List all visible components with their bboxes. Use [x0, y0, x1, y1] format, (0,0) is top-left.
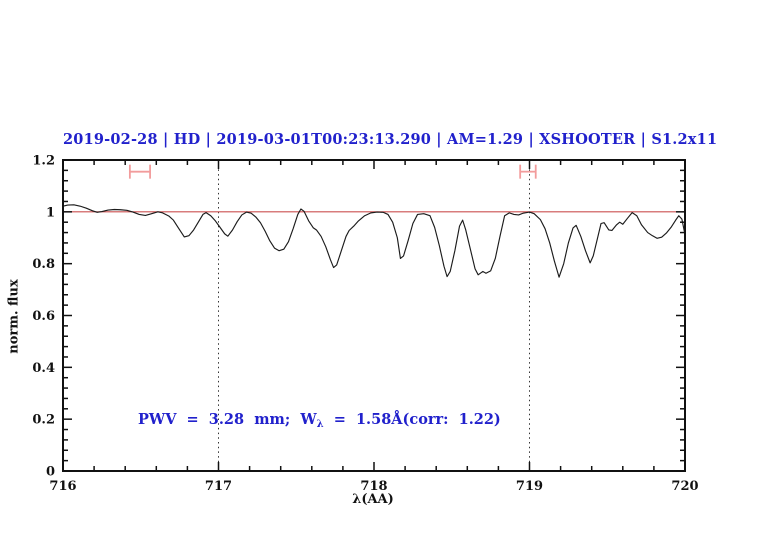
plot-title: 2019-02-28 | HD | 2019-03-01T00:23:13.29… — [63, 131, 718, 148]
x-tick-label-716: 716 — [49, 479, 76, 494]
x-axis-label: λ(AA) — [352, 492, 394, 507]
pwv-annotation-part2: = 1.58Å(corr: 1.22) — [323, 411, 501, 428]
y-tick-label-0.4: 0.4 — [32, 361, 55, 376]
x-tick-label-718: 718 — [360, 479, 387, 494]
range-marker-1 — [128, 164, 151, 179]
spectrum-polyline — [62, 204, 686, 278]
y-tick-label-0: 0 — [46, 465, 55, 480]
y-axis-label: norm. flux — [6, 279, 22, 354]
pwv-annotation-part1: PWV = 3.28 mm; W — [138, 411, 317, 428]
x-tick-label-719: 719 — [516, 479, 543, 494]
y-tick-label-1.2: 1.2 — [32, 154, 55, 169]
band-range-markers — [128, 164, 537, 179]
pwv-annotation-lambda-subscript: λ — [316, 419, 324, 430]
axis-tick-labels: 716 717 718 719 720 0 0.2 0.4 0.6 0.8 1 1.2 — [32, 154, 698, 495]
spectrum-curve — [62, 204, 686, 278]
y-tick-label-0.6: 0.6 — [32, 309, 55, 324]
range-marker-2 — [519, 164, 537, 179]
y-tick-label-0.2: 0.2 — [32, 413, 55, 428]
x-tick-label-717: 717 — [205, 479, 232, 494]
y-tick-label-0.8: 0.8 — [32, 257, 55, 272]
y-tick-label-1: 1 — [46, 205, 55, 220]
axis-ticks — [62, 159, 686, 472]
x-tick-label-720: 720 — [671, 479, 698, 494]
pwv-annotation: PWV = 3.28 mm; Wλ = 1.58Å(corr: 1.22) — [138, 411, 501, 430]
